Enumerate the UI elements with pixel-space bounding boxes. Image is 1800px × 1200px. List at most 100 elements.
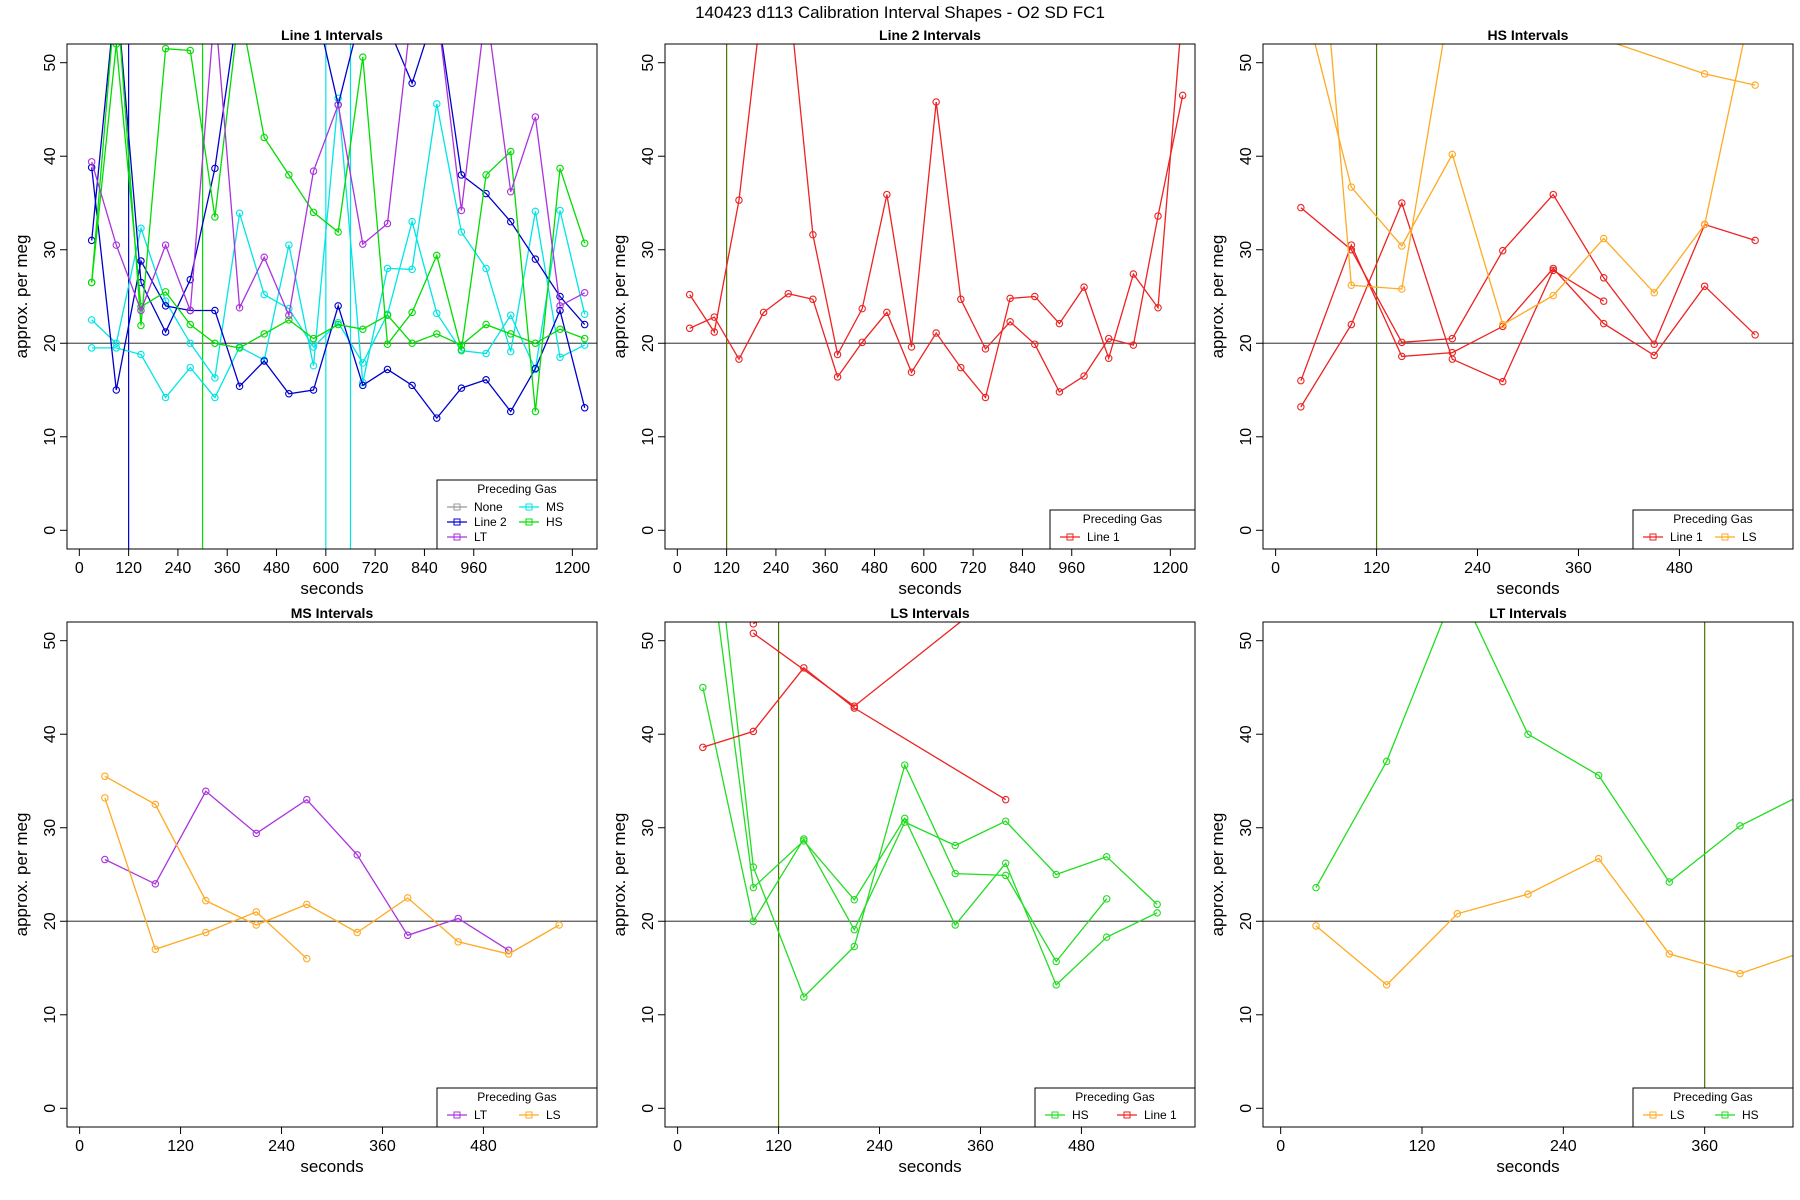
data-point [408, 217, 416, 226]
legend-box [436, 1087, 598, 1128]
data-point [309, 386, 318, 394]
y-tick-label: 0 [1238, 1104, 1255, 1113]
data-point [309, 334, 318, 343]
panel-frame [1262, 43, 1794, 550]
data-point [202, 928, 210, 937]
legend-swatch-marker [1649, 1111, 1657, 1119]
data-point [1347, 183, 1356, 191]
x-tick-label: 240 [1464, 560, 1491, 577]
y-tick-label: 0 [1238, 526, 1255, 535]
data-point [858, 338, 866, 347]
data-point [482, 320, 490, 329]
data-point [1055, 388, 1064, 396]
data-point [403, 894, 412, 902]
legend-swatch-marker [1721, 533, 1729, 541]
panel-frame [664, 43, 1196, 550]
x-tick-label: 600 [312, 560, 339, 577]
data-point [531, 207, 540, 216]
data-point [454, 914, 462, 923]
data-point [285, 241, 293, 249]
data-point [383, 340, 392, 348]
data-point [1398, 199, 1406, 207]
data-point [87, 344, 96, 352]
y-tick-label: 10 [640, 428, 657, 446]
y-tick-label: 50 [1238, 54, 1255, 72]
data-point [1594, 854, 1603, 863]
data-point [1001, 859, 1010, 868]
data-point [359, 381, 367, 390]
y-tick-label: 30 [640, 819, 657, 837]
data-point [261, 3, 267, 9]
data-point [1154, 212, 1162, 220]
data-point [1297, 403, 1305, 411]
data-point [211, 339, 219, 348]
data-point [235, 382, 244, 391]
data-point [749, 622, 758, 628]
plot-area [1263, 622, 1793, 1127]
legend-label: None [474, 500, 503, 514]
y-axis-label: approx. per meg [1208, 235, 1227, 359]
data-point [858, 304, 866, 313]
data-point [161, 393, 170, 402]
data-point [408, 265, 416, 274]
data-point [506, 407, 515, 416]
data-point [1347, 281, 1356, 290]
data-point [580, 239, 589, 247]
data-point [850, 925, 859, 934]
legend-swatch-marker [1066, 533, 1074, 541]
data-point [800, 993, 808, 1001]
data-point [1499, 377, 1507, 386]
data-point [1524, 890, 1532, 898]
data-point [137, 321, 145, 330]
data-point [383, 264, 392, 273]
series-line [717, 622, 1158, 987]
series-line [752, 622, 962, 708]
data-point [186, 363, 195, 372]
data-point [556, 306, 564, 315]
data-point [1052, 981, 1060, 989]
x-tick-label: 120 [1363, 560, 1390, 577]
data-point [850, 942, 859, 951]
data-point [1599, 319, 1608, 328]
y-axis-label: approx. per meg [1208, 813, 1227, 937]
data-point [186, 320, 195, 329]
data-point [1599, 297, 1608, 305]
data-point [506, 330, 515, 338]
data-point [1499, 246, 1507, 255]
legend-label: HS [546, 515, 563, 529]
data-point [580, 289, 589, 297]
legend-label: Line 1 [1670, 530, 1703, 544]
x-tick-label: 360 [1691, 1138, 1718, 1155]
x-tick-label: 720 [960, 560, 987, 577]
data-point [907, 368, 916, 376]
data-point [137, 306, 145, 315]
data-point [504, 950, 513, 958]
data-point [699, 743, 707, 752]
data-point [161, 288, 170, 296]
data-point [951, 869, 959, 878]
legend: Preceding Gas Line 1 [1049, 509, 1196, 550]
data-point [457, 346, 466, 354]
y-axis-label: approx. per meg [12, 813, 31, 937]
data-point [235, 303, 244, 312]
y-tick-label: 10 [640, 1006, 657, 1024]
data-point [1080, 283, 1088, 291]
data-point [202, 896, 210, 905]
x-tick-label: 0 [1276, 1138, 1285, 1155]
legend-label: LS [1670, 1108, 1685, 1122]
series-line [91, 44, 586, 318]
data-point [1599, 274, 1608, 282]
y-tick-label: 50 [1238, 632, 1255, 650]
data-point [161, 302, 170, 310]
data-point [1700, 70, 1709, 78]
data-point [1524, 730, 1532, 738]
data-point [403, 931, 412, 940]
data-point [137, 224, 145, 232]
y-tick-label: 40 [42, 725, 59, 743]
y-tick-label: 0 [640, 1104, 657, 1113]
x-tick-label: 480 [1666, 560, 1693, 577]
data-point [1080, 372, 1088, 380]
data-point [303, 954, 311, 963]
data-point [434, 3, 440, 9]
x-axis-label: seconds [300, 579, 363, 598]
